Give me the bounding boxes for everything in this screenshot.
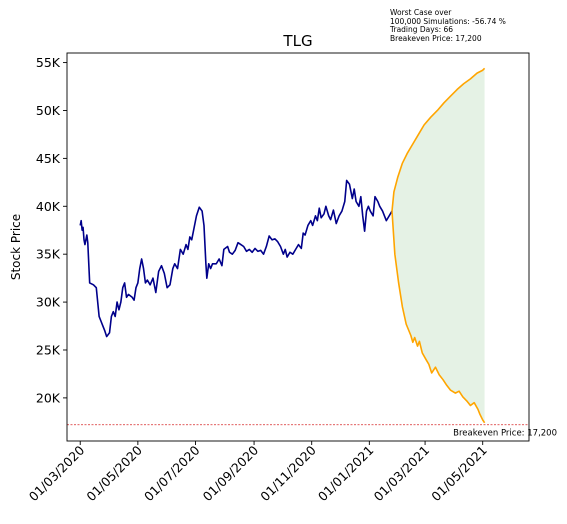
breakeven-label: Breakeven Price: 17,200 bbox=[453, 429, 557, 439]
annotation-line-4: Breakeven Price: 17,200 bbox=[390, 35, 506, 44]
x-tick-label: 01/11/2020 bbox=[257, 442, 319, 504]
chart-title: TLG bbox=[282, 32, 312, 50]
y-tick-label: 45K bbox=[36, 151, 61, 166]
x-tick-label: 01/05/2021 bbox=[428, 443, 490, 505]
x-tick-label: 01/09/2020 bbox=[200, 442, 262, 504]
y-tick-label: 50K bbox=[36, 103, 61, 118]
y-tick-label: 20K bbox=[36, 390, 61, 405]
y-tick-label: 25K bbox=[36, 342, 61, 357]
simulation-annotation: Worst Case over 100,000 Simulations: -56… bbox=[390, 9, 506, 43]
x-tick-label: 01/05/2020 bbox=[83, 442, 145, 504]
simulation-band bbox=[392, 68, 485, 422]
y-tick-label: 30K bbox=[36, 295, 61, 310]
x-tick-label: 01/01/2021 bbox=[315, 443, 377, 505]
simulation-band-layer bbox=[392, 68, 485, 422]
x-tick-label: 01/03/2021 bbox=[371, 443, 433, 505]
x-tick-label: 01/03/2020 bbox=[26, 442, 88, 504]
y-axis-label: Stock Price bbox=[9, 214, 23, 280]
historical-price-line bbox=[80, 180, 392, 336]
x-tick-label: 01/07/2020 bbox=[141, 442, 203, 504]
y-tick-label: 55K bbox=[36, 55, 61, 70]
y-tick-label: 35K bbox=[36, 247, 61, 262]
y-tick-label: 40K bbox=[36, 199, 61, 214]
